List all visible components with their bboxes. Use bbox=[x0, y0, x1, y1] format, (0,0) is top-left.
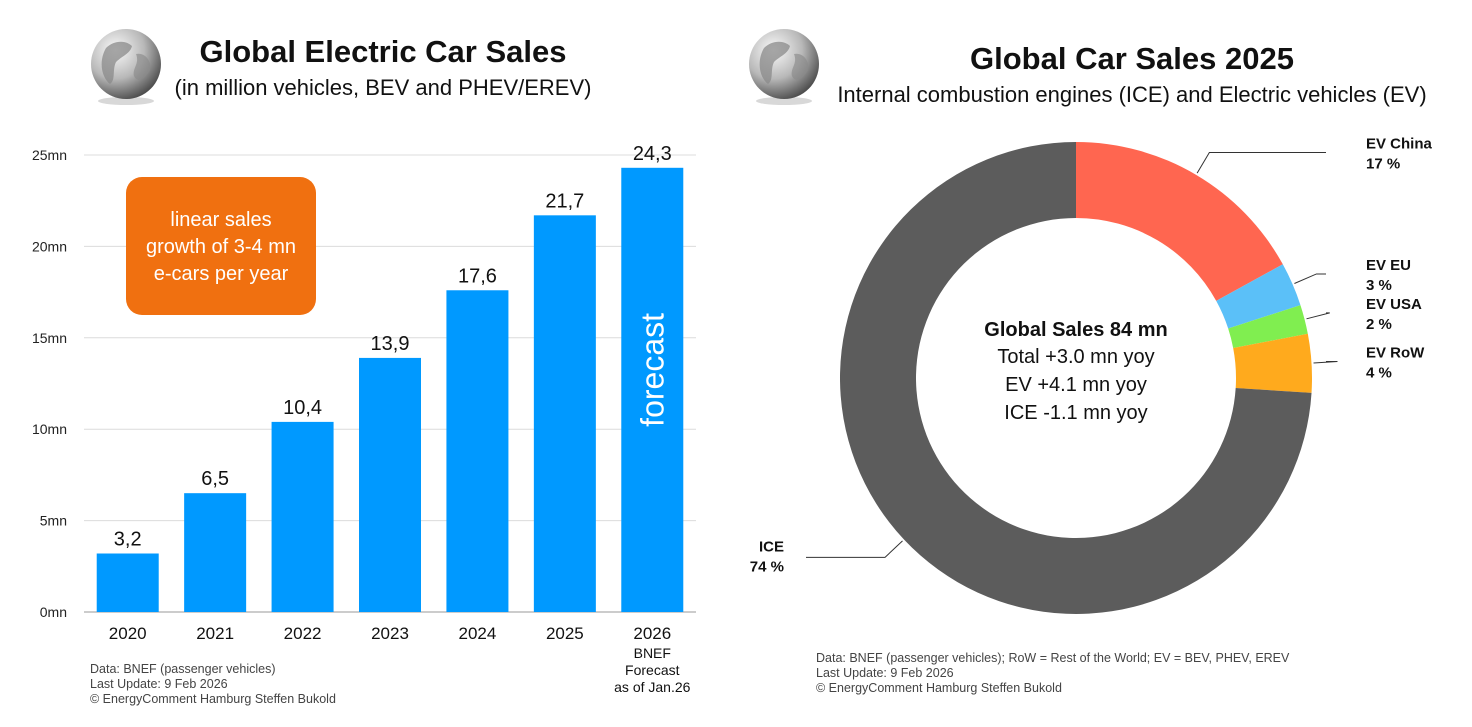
annotation-box bbox=[126, 177, 316, 315]
copyright-line: © EnergyComment Hamburg Steffen Bukold bbox=[90, 692, 336, 706]
y-tick-label: 0mn bbox=[40, 604, 67, 620]
bar-value-label: 6,5 bbox=[201, 468, 229, 490]
donut-slice bbox=[1076, 142, 1283, 301]
annotation-text: growth of 3-4 mn bbox=[146, 236, 296, 258]
slice-value-label: 17 % bbox=[1366, 155, 1400, 172]
left-chart-title: Global Electric Car Sales bbox=[199, 34, 567, 69]
bar bbox=[446, 290, 509, 612]
left-source-note: Data: BNEF (passenger vehicles) Last Upd… bbox=[90, 662, 336, 707]
x-tick-label: 2024 bbox=[459, 624, 497, 643]
right-chart-title: Global Car Sales 2025 bbox=[970, 41, 1294, 76]
leader-line bbox=[1306, 312, 1330, 320]
donut-slice bbox=[1233, 333, 1312, 393]
y-tick-label: 10mn bbox=[32, 421, 67, 437]
bar bbox=[359, 357, 421, 612]
y-tick-label: 5mn bbox=[40, 513, 67, 529]
bar bbox=[184, 493, 247, 612]
bar-value-label: 3,2 bbox=[114, 529, 142, 551]
update-line: Last Update: 9 Feb 2026 bbox=[816, 666, 954, 680]
donut-slice bbox=[1216, 264, 1301, 329]
slice-label: ICE bbox=[759, 538, 784, 555]
source-line: Data: BNEF (passenger vehicles); RoW = R… bbox=[816, 651, 1290, 665]
slice-value-label: 2 % bbox=[1366, 316, 1392, 333]
leader-line bbox=[1294, 273, 1326, 284]
bar bbox=[533, 215, 596, 612]
forecast-label: forecast bbox=[634, 313, 670, 427]
donut-chart-panel: Global Car Sales 2025 Internal combustio… bbox=[736, 0, 1472, 727]
y-tick-label: 25mn bbox=[32, 147, 67, 163]
annotation-text: linear sales bbox=[170, 209, 271, 231]
source-line: Data: BNEF (passenger vehicles) bbox=[90, 662, 276, 676]
leader-line bbox=[1313, 361, 1338, 364]
x-tick-label: 2025 bbox=[546, 624, 584, 643]
globe-icon bbox=[91, 29, 161, 105]
bar-value-label: 17,6 bbox=[458, 265, 497, 287]
forecast-source-label: as of Jan.26 bbox=[614, 679, 690, 695]
right-chart-subtitle: Internal combustion engines (ICE) and El… bbox=[837, 82, 1427, 107]
y-tick-label: 15mn bbox=[32, 330, 67, 346]
slice-value-label: 3 % bbox=[1366, 277, 1392, 294]
bar-chart-panel: Global Electric Car Sales (in million ve… bbox=[32, 29, 696, 707]
leader-line bbox=[1196, 151, 1326, 174]
x-tick-label: 2021 bbox=[196, 624, 234, 643]
globe-icon bbox=[749, 29, 819, 105]
bar-value-label: 13,9 bbox=[371, 333, 410, 355]
slice-value-label: 4 % bbox=[1366, 365, 1392, 382]
x-tick-label: 2020 bbox=[109, 624, 147, 643]
slice-label: EV EU bbox=[1366, 257, 1411, 274]
forecast-source-label: BNEF bbox=[634, 645, 671, 661]
bar-chart: 0mn 5mn 10mn 15mn 20mn 25mn 3,2 2020 6,5 2021 10,4… bbox=[32, 143, 696, 695]
bar-value-label: 21,7 bbox=[545, 190, 584, 212]
center-headline: Global Sales 84 mn bbox=[984, 319, 1167, 341]
bar-value-label: 24,3 bbox=[633, 143, 672, 165]
bar bbox=[271, 421, 334, 612]
bar-value-label: 10,4 bbox=[283, 397, 322, 419]
bar bbox=[96, 553, 159, 612]
right-source-note: Data: BNEF (passenger vehicles); RoW = R… bbox=[816, 651, 1289, 696]
leader-line bbox=[806, 540, 903, 558]
center-line: Total +3.0 mn yoy bbox=[997, 346, 1154, 368]
slice-label: EV China bbox=[1366, 135, 1433, 152]
update-line: Last Update: 9 Feb 2026 bbox=[90, 677, 228, 691]
y-tick-label: 20mn bbox=[32, 238, 67, 254]
slice-label: EV RoW bbox=[1366, 345, 1425, 362]
left-chart-subtitle: (in million vehicles, BEV and PHEV/EREV) bbox=[174, 75, 592, 100]
copyright-line: © EnergyComment Hamburg Steffen Bukold bbox=[816, 681, 1062, 695]
donut-chart: EV China 17 % EV EU 3 % EV USA 2 % EV RoW 4 % IC… bbox=[750, 135, 1433, 615]
annotation-text: e-cars per year bbox=[154, 263, 289, 285]
slice-label: EV USA bbox=[1366, 296, 1422, 313]
donut-slice bbox=[840, 142, 1312, 615]
bar bbox=[621, 167, 684, 612]
x-tick-label: 2026 bbox=[633, 624, 671, 643]
forecast-source-label: Forecast bbox=[625, 662, 680, 678]
slice-value-label: 74 % bbox=[750, 558, 784, 575]
donut-slice bbox=[1228, 305, 1308, 349]
center-line: ICE -1.1 mn yoy bbox=[1004, 402, 1147, 424]
x-tick-label: 2023 bbox=[371, 624, 409, 643]
x-tick-label: 2022 bbox=[284, 624, 322, 643]
center-line: EV +4.1 mn yoy bbox=[1005, 374, 1147, 396]
